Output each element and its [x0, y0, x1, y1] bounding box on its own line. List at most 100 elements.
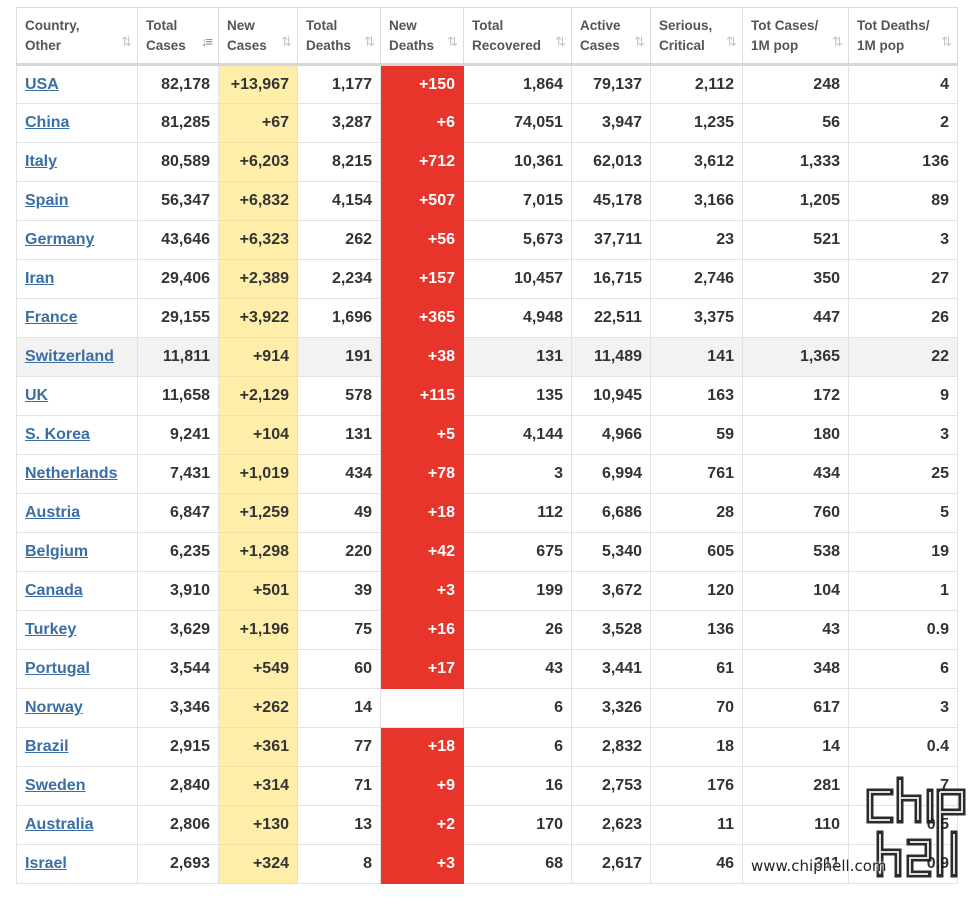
deaths-per-1m-cell: 22 [848, 337, 958, 377]
sort-toggle-icon[interactable]: ⇅ [634, 34, 645, 49]
total-deaths-cell: 434 [297, 454, 381, 494]
table-row: Israel 2,693 +324 8 +3 68 2,617 46 311 0.9 [16, 844, 958, 884]
country-cell: Canada [16, 571, 138, 611]
country-link[interactable]: USA [25, 75, 59, 93]
country-link[interactable]: Austria [25, 504, 81, 521]
serious-critical-cell: 605 [650, 532, 743, 572]
country-link[interactable]: Canada [25, 582, 83, 599]
table-row: Canada 3,910 +501 39 +3 199 3,672 120 104 1 [16, 571, 958, 611]
country-link[interactable]: Iran [25, 270, 55, 287]
column-header-deaths-per-1m[interactable]: Tot Deaths/1M pop ⇅ [848, 7, 958, 66]
country-cell: Israel [16, 844, 138, 884]
column-header-label: Deaths [389, 37, 435, 53]
table-row: Australia 2,806 +130 13 +2 170 2,623 11 110 0.5 [16, 805, 958, 845]
column-header-label: Tot Deaths/ [857, 17, 930, 33]
total-cases-cell: 11,658 [137, 376, 219, 416]
country-link[interactable]: Brazil [25, 738, 69, 755]
total-deaths-cell: 39 [297, 571, 381, 611]
column-header-active-cases[interactable]: Active Cases ⇅ [571, 7, 651, 66]
new-cases-cell: +6,832 [218, 181, 298, 221]
country-cell: UK [16, 376, 138, 416]
sort-toggle-icon[interactable]: ⇅ [941, 34, 952, 49]
column-header-serious-critical[interactable]: Serious, Critical ⇅ [650, 7, 743, 66]
column-header-cases-per-1m[interactable]: Tot Cases/1M pop ⇅ [742, 7, 849, 66]
column-header-total-recovered[interactable]: Total Recovered ⇅ [463, 7, 572, 66]
country-cell: Austria [16, 493, 138, 533]
new-deaths-cell: +9 [380, 766, 464, 806]
total-cases-cell: 82,178 [137, 64, 219, 104]
total-deaths-cell: 131 [297, 415, 381, 455]
sort-toggle-icon[interactable]: ⇅ [726, 34, 737, 49]
country-link[interactable]: Spain [25, 192, 69, 209]
country-cell: Italy [16, 142, 138, 182]
active-cases-cell: 79,137 [571, 64, 651, 104]
country-link[interactable]: Sweden [25, 777, 86, 794]
country-link[interactable]: Germany [25, 231, 95, 248]
country-link[interactable]: Netherlands [25, 465, 118, 482]
country-cell: Spain [16, 181, 138, 221]
total-cases-cell: 2,915 [137, 727, 219, 767]
total-recovered-cell: 4,948 [463, 298, 572, 338]
country-link[interactable]: Switzerland [25, 348, 114, 365]
sort-toggle-icon[interactable]: ⇅ [121, 34, 132, 49]
active-cases-cell: 2,623 [571, 805, 651, 845]
table-row: Switzerland 11,811 +914 191 +38 131 11,489 141 1… [16, 337, 958, 377]
table-row: Germany 43,646 +6,323 262 +56 5,673 37,711 23 52… [16, 220, 958, 260]
sort-toggle-icon[interactable]: ⇅ [281, 34, 292, 49]
country-link[interactable]: Australia [25, 816, 94, 833]
total-cases-cell: 6,847 [137, 493, 219, 533]
column-header-label: Critical [659, 37, 705, 53]
total-recovered-cell: 135 [463, 376, 572, 416]
sort-toggle-icon[interactable]: ⇅ [364, 34, 375, 49]
country-link[interactable]: Turkey [25, 621, 77, 638]
cases-per-1m-cell: 434 [742, 454, 849, 494]
total-deaths-cell: 262 [297, 220, 381, 260]
country-cell: Australia [16, 805, 138, 845]
total-recovered-cell: 199 [463, 571, 572, 611]
country-link[interactable]: Portugal [25, 660, 90, 677]
active-cases-cell: 3,326 [571, 688, 651, 728]
total-deaths-cell: 77 [297, 727, 381, 767]
new-deaths-cell: +18 [380, 493, 464, 533]
country-link[interactable]: France [25, 309, 78, 326]
total-recovered-cell: 7,015 [463, 181, 572, 221]
total-deaths-cell: 4,154 [297, 181, 381, 221]
country-link[interactable]: Norway [25, 699, 83, 716]
country-link[interactable]: Belgium [25, 543, 89, 560]
column-header-new-deaths[interactable]: New Deaths ⇅ [380, 7, 464, 66]
new-deaths-cell: +5 [380, 415, 464, 455]
active-cases-cell: 6,686 [571, 493, 651, 533]
column-header-total-deaths[interactable]: Total Deaths ⇅ [297, 7, 381, 66]
sort-toggle-icon[interactable]: ⇅ [832, 34, 843, 49]
new-deaths-cell: +42 [380, 532, 464, 572]
serious-critical-cell: 761 [650, 454, 743, 494]
new-deaths-cell: +6 [380, 103, 464, 143]
total-recovered-cell: 112 [463, 493, 572, 533]
deaths-per-1m-cell: 0.9 [848, 844, 958, 884]
table-header: Country, Other ⇅ Total Cases ↓≡ New Cases ⇅ Total… [16, 7, 958, 66]
table-row: Iran 29,406 +2,389 2,234 +157 10,457 16,715 2,7… [16, 259, 958, 299]
deaths-per-1m-cell: 3 [848, 415, 958, 455]
country-link[interactable]: Italy [25, 153, 58, 170]
column-header-country[interactable]: Country, Other ⇅ [16, 7, 138, 66]
total-recovered-cell: 43 [463, 649, 572, 689]
table-row: Belgium 6,235 +1,298 220 +42 675 5,340 605 538 19 [16, 532, 958, 572]
new-deaths-cell: +16 [380, 610, 464, 650]
serious-critical-cell: 120 [650, 571, 743, 611]
active-cases-cell: 45,178 [571, 181, 651, 221]
table-body: USA 82,178 +13,967 1,177 +150 1,864 79,137 2,11… [16, 64, 958, 884]
new-cases-cell: +104 [218, 415, 298, 455]
table-row: Brazil 2,915 +361 77 +18 6 2,832 18 14 0.4 [16, 727, 958, 767]
country-link[interactable]: China [25, 114, 70, 131]
country-link[interactable]: Israel [25, 855, 67, 872]
country-link[interactable]: S. Korea [25, 426, 90, 443]
sort-descending-icon[interactable]: ↓≡ [200, 34, 213, 49]
country-cell: Sweden [16, 766, 138, 806]
column-header-total-cases[interactable]: Total Cases ↓≡ [137, 7, 219, 66]
sort-toggle-icon[interactable]: ⇅ [555, 34, 566, 49]
total-cases-cell: 3,629 [137, 610, 219, 650]
sort-toggle-icon[interactable]: ⇅ [447, 34, 458, 49]
column-header-new-cases[interactable]: New Cases ⇅ [218, 7, 298, 66]
country-link[interactable]: UK [25, 387, 49, 404]
active-cases-cell: 2,617 [571, 844, 651, 884]
